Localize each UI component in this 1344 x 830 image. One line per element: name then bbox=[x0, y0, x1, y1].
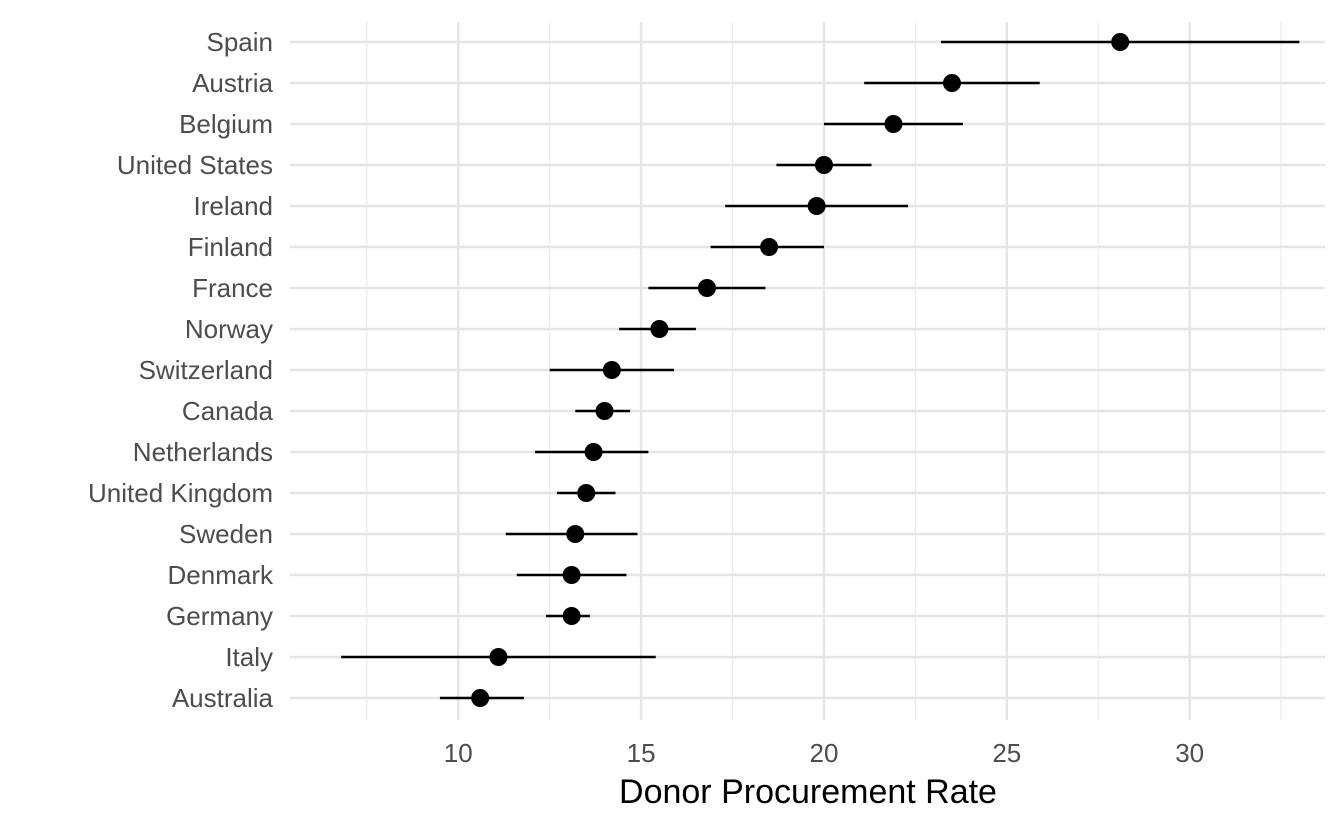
data-point bbox=[577, 484, 596, 502]
y-tick-label: Germany bbox=[166, 601, 273, 631]
y-tick-label: Finland bbox=[188, 232, 273, 262]
y-tick-label: Austria bbox=[192, 68, 273, 98]
x-tick-label: 15 bbox=[627, 738, 656, 768]
x-tick-label: 10 bbox=[444, 738, 473, 768]
y-tick-label: United States bbox=[117, 150, 273, 180]
x-tick-label: 25 bbox=[992, 738, 1021, 768]
y-axis-tick-labels: Spain Austria Belgium United States Ireland F… bbox=[88, 27, 274, 713]
y-tick-label: Ireland bbox=[194, 191, 274, 221]
data-point bbox=[489, 648, 508, 666]
data-point bbox=[595, 402, 614, 420]
x-axis-title: Donor Procurement Rate bbox=[619, 773, 997, 811]
y-tick-label: Switzerland bbox=[139, 355, 273, 385]
y-tick-label: Australia bbox=[172, 683, 274, 713]
y-tick-label: Belgium bbox=[179, 109, 273, 139]
x-tick-label: 30 bbox=[1175, 738, 1204, 768]
x-tick-label: 20 bbox=[809, 738, 838, 768]
y-tick-label: Denmark bbox=[168, 560, 274, 590]
data-point bbox=[697, 279, 716, 297]
data-point bbox=[566, 525, 585, 543]
data-point bbox=[602, 361, 621, 379]
data-point bbox=[650, 320, 669, 338]
data-points bbox=[471, 33, 1130, 707]
data-point bbox=[584, 443, 603, 461]
data-point bbox=[562, 566, 581, 584]
y-tick-label: Sweden bbox=[179, 519, 273, 549]
data-point bbox=[807, 197, 826, 215]
data-point bbox=[760, 238, 779, 256]
data-point bbox=[562, 607, 581, 625]
data-point bbox=[884, 115, 903, 133]
y-tick-label: Spain bbox=[207, 27, 274, 57]
y-tick-label: Canada bbox=[182, 396, 274, 426]
data-point bbox=[1111, 33, 1130, 51]
y-tick-label: Norway bbox=[185, 314, 273, 344]
y-tick-label: Italy bbox=[225, 642, 273, 672]
data-point bbox=[814, 156, 833, 174]
data-point bbox=[471, 689, 490, 707]
y-tick-label: France bbox=[192, 273, 273, 303]
data-point bbox=[942, 74, 961, 92]
y-tick-label: United Kingdom bbox=[88, 478, 273, 508]
y-tick-label: Netherlands bbox=[133, 437, 273, 467]
x-axis-tick-labels: 10 15 20 25 30 bbox=[444, 738, 1204, 768]
